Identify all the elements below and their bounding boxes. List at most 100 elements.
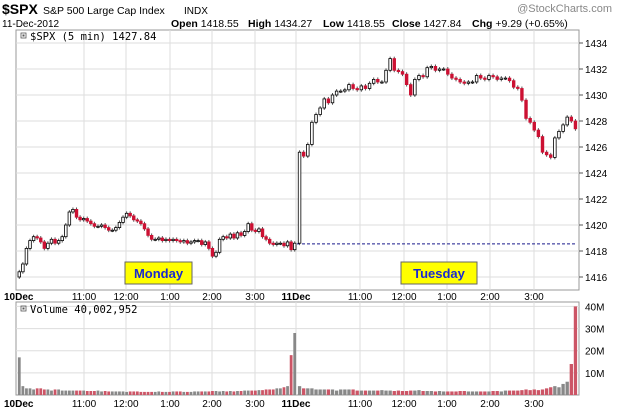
volume-bar	[110, 391, 114, 395]
volume-bar	[376, 390, 380, 395]
chart-symbol: $SPX	[2, 1, 38, 17]
volume-bar	[46, 389, 50, 395]
volume-bar	[228, 391, 232, 395]
x-tick-label: 1:00	[160, 399, 180, 410]
volume-bar	[561, 383, 565, 395]
x-axis-labels-volume: 10Dec 11:00 12:00 1:00 2:00 3:00 11Dec 11:00 12:…	[4, 399, 544, 410]
candle	[132, 213, 136, 222]
candle	[495, 74, 499, 82]
candle	[71, 207, 75, 214]
candle	[282, 241, 286, 248]
candle	[182, 238, 186, 244]
candle	[339, 89, 343, 94]
volume-bar	[536, 390, 541, 395]
volume-bar	[196, 391, 200, 395]
x-tick-label: 2:00	[480, 292, 500, 303]
volume-bar	[246, 390, 250, 395]
candle	[139, 219, 143, 226]
price-tick-label: 1434	[585, 39, 608, 50]
volume-bar	[549, 387, 553, 395]
volume-bar	[150, 391, 154, 395]
price-tick-label: 1428	[585, 117, 608, 128]
volume-bar	[479, 391, 483, 395]
price-tick-label: 1418	[585, 247, 608, 258]
candle	[297, 150, 302, 246]
volume-bar	[520, 390, 524, 395]
volume-bar	[164, 391, 168, 395]
volume-bar	[28, 388, 32, 395]
volume-bar	[458, 391, 462, 395]
candle	[142, 221, 147, 231]
volume-bar	[114, 391, 118, 395]
price-tick-label: 1432	[585, 65, 608, 76]
volume-bar	[253, 390, 257, 395]
volume-bar	[71, 390, 75, 395]
candle	[561, 122, 565, 134]
day-callout-monday: Monday	[124, 261, 193, 285]
candle	[413, 77, 417, 97]
candle	[334, 89, 339, 97]
volume-bar	[330, 389, 335, 395]
volume-bar	[103, 391, 107, 395]
candle	[441, 67, 446, 71]
x-tick-label: 2:00	[480, 399, 500, 410]
candle	[89, 219, 93, 226]
volume-axis: 10M 20M 30M 40M	[585, 302, 604, 379]
candle	[253, 228, 258, 234]
volume-bar	[425, 391, 429, 395]
candle	[28, 238, 32, 251]
x-tick-label: 12:00	[113, 292, 138, 303]
candle	[264, 234, 268, 242]
x-tick-label: 11Dec	[282, 399, 311, 410]
volume-bar	[540, 389, 545, 395]
candle	[293, 241, 297, 252]
volume-tick-label: 30M	[585, 325, 604, 336]
watermark: @StockCharts.com	[517, 3, 612, 15]
candle	[507, 76, 512, 83]
candle	[301, 150, 306, 159]
x-tick-label: 3:00	[245, 292, 265, 303]
volume-bar	[271, 389, 275, 395]
volume-bar	[264, 389, 268, 395]
volume-bar	[236, 391, 239, 395]
candle	[17, 269, 21, 279]
volume-bar	[413, 390, 417, 395]
volume-panel	[15, 301, 580, 396]
volume-bar	[121, 391, 125, 395]
price-panel	[15, 29, 580, 291]
candle	[544, 150, 549, 157]
volume-bar	[322, 389, 326, 395]
candle	[78, 215, 82, 222]
volume-bar	[400, 391, 405, 395]
volume-bar	[512, 390, 516, 395]
volume-bar	[35, 388, 39, 395]
volume-bar	[225, 391, 229, 395]
volume-bars	[17, 306, 578, 395]
volume-bar	[557, 387, 561, 395]
volume-bar	[297, 386, 302, 395]
candle	[479, 73, 483, 81]
volume-bar	[318, 389, 322, 395]
day-callout-tuesday: Tuesday	[400, 261, 478, 285]
volume-bar	[17, 357, 21, 395]
volume-bar	[532, 389, 536, 395]
candle	[146, 226, 150, 238]
volume-bar	[257, 390, 261, 395]
x-tick-label: 2:00	[202, 399, 222, 410]
svg-text:Low 1418.55: Low 1418.55	[323, 18, 385, 30]
volume-bar	[171, 391, 175, 395]
chart-exchange: INDX	[184, 6, 208, 17]
candle	[384, 68, 388, 84]
candle	[24, 246, 29, 266]
candle	[450, 72, 454, 81]
volume-bar	[200, 391, 204, 395]
price-tick-label: 1420	[585, 221, 608, 232]
candle	[64, 223, 68, 239]
candle	[458, 77, 462, 84]
candle	[56, 238, 61, 246]
x-tick-label: 12:00	[391, 399, 416, 410]
x-tick-label: 1:00	[437, 399, 457, 410]
volume-bar	[282, 387, 286, 395]
x-tick-label: 11:00	[72, 292, 97, 303]
